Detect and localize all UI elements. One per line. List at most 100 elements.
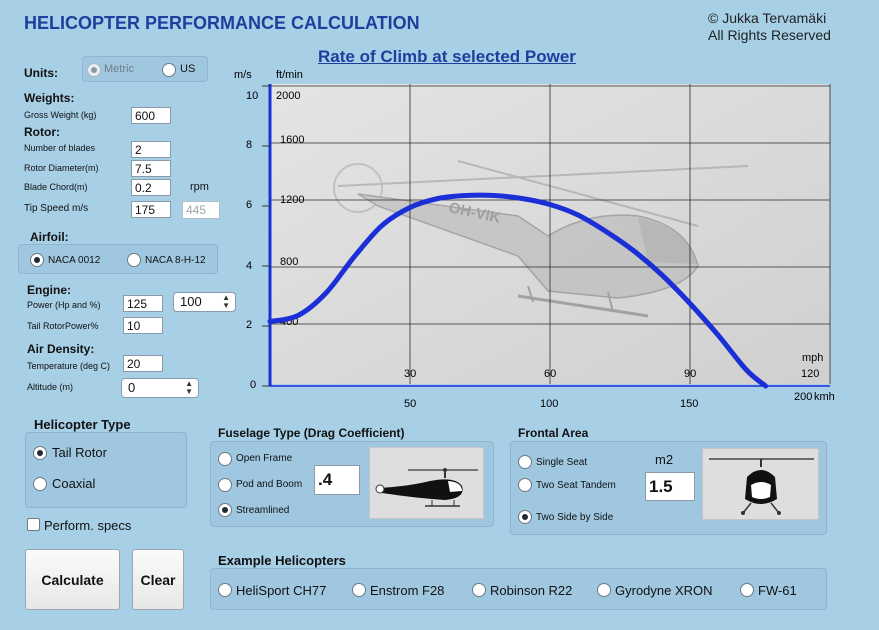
x-tick-kmh-100: 100 (540, 398, 558, 410)
frontal-two-seat-tandem-radio[interactable] (518, 478, 532, 492)
frontal-area-unit: m2 (655, 452, 674, 467)
frontal-two-side-by-side-radio[interactable] (518, 510, 532, 524)
x-tick-mph-30: 30 (404, 368, 416, 380)
select-updown-icon: ▲ ▼ (185, 379, 193, 396)
altitude-label: Altitude (m) (27, 382, 74, 392)
blades-field[interactable]: 2 (131, 141, 171, 158)
y-tick-ms-2: 2 (246, 319, 252, 331)
y-tick-ms-8: 8 (246, 139, 252, 151)
drag-coefficient-field[interactable]: .4 (314, 465, 360, 495)
heli-type-coaxial-radio[interactable] (33, 477, 47, 491)
copyright: © Jukka Tervamäki All Rights Reserved (708, 10, 831, 44)
perform-specs-checkbox[interactable] (27, 518, 40, 531)
gross-weight-field[interactable]: 600 (131, 107, 171, 124)
fuselage-image (369, 447, 484, 519)
example-fw61-radio[interactable] (740, 583, 754, 597)
power-percent-value: 100 (180, 294, 202, 309)
app-title: HELICOPTER PERFORMANCE CALCULATION (24, 13, 420, 33)
x-tick-mph-60: 60 (544, 368, 556, 380)
rpm-label: rpm (190, 181, 209, 193)
copyright-line1: © Jukka Tervamäki (708, 10, 827, 26)
select-updown-icon: ▲ ▼ (222, 293, 230, 310)
x-unit-kmh: kmh (814, 391, 835, 403)
fuselage-streamlined-label: Streamlined (236, 505, 290, 516)
airfoil-naca0012-radio[interactable] (30, 253, 44, 267)
tail-rotor-power-field[interactable]: 10 (123, 317, 163, 334)
heli-type-coaxial-label: Coaxial (52, 476, 96, 491)
units-group (82, 56, 208, 82)
gross-weight-label: Gross Weight (kg) (24, 110, 97, 120)
rotor-heading: Rotor: (24, 125, 60, 139)
frontal-two-side-by-side-label: Two Side by Side (536, 512, 614, 523)
tip-speed-label: Tip Speed m/s (24, 203, 89, 214)
y-tick-ms-10: 10 (246, 90, 258, 102)
x-tick-mph-90: 90 (684, 368, 696, 380)
x-tick-kmh-150: 150 (680, 398, 698, 410)
front-view-helicopter-icon (709, 458, 814, 515)
airfoil-naca8h12-radio[interactable] (127, 253, 141, 267)
power-percent-select[interactable]: 100 ▲ ▼ (173, 292, 236, 312)
x-tick-kmh-50: 50 (404, 398, 416, 410)
frontal-single-seat-radio[interactable] (518, 455, 532, 469)
example-robinson-r22-radio[interactable] (472, 583, 486, 597)
examples-heading: Example Helicopters (218, 553, 346, 568)
fuselage-pod-boom-radio[interactable] (218, 478, 232, 492)
blade-chord-field[interactable]: 0.2 (131, 179, 171, 196)
rotor-diameter-label: Rotor Diameter(m) (24, 163, 99, 173)
air-density-heading: Air Density: (27, 342, 95, 356)
example-enstrom-f28-radio[interactable] (352, 583, 366, 597)
tail-rotor-power-label: Tail RotorPower% (27, 321, 99, 331)
engine-heading: Engine: (27, 283, 71, 297)
fuselage-heading: Fuselage Type (Drag Coefficient) (218, 426, 405, 440)
airfoil-heading: Airfoil: (30, 230, 69, 244)
airfoil-naca0012-label: NACA 0012 (48, 255, 101, 266)
units-metric-radio[interactable] (87, 63, 101, 77)
x-unit-mph: mph (802, 352, 823, 364)
altitude-value: 0 (128, 380, 136, 395)
example-gyrodyne-xron-radio[interactable] (597, 583, 611, 597)
weights-heading: Weights: (24, 91, 75, 105)
units-label: Units: (24, 66, 58, 80)
frontal-area-heading: Frontal Area (518, 426, 589, 440)
example-helisport-ch77-radio[interactable] (218, 583, 232, 597)
copyright-line2: All Rights Reserved (708, 27, 831, 43)
rate-of-climb-chart: OH-VIK m/s ft/min mph kmh 10 8 6 4 2 0 2… (234, 69, 835, 410)
example-helisport-ch77-label: HeliSport CH77 (236, 583, 327, 598)
airfoil-group (18, 244, 218, 274)
heli-type-tail-rotor-radio[interactable] (33, 446, 47, 460)
x-tick-kmh-200: 200 (794, 391, 812, 403)
perform-specs-label: Perform. specs (44, 518, 132, 533)
frontal-single-seat-label: Single Seat (536, 457, 588, 468)
blades-label: Number of blades (24, 143, 96, 153)
examples-group (210, 568, 827, 610)
example-robinson-r22-label: Robinson R22 (490, 583, 573, 598)
units-metric-label: Metric (104, 63, 134, 75)
fuselage-pod-boom-label: Pod and Boom (236, 479, 303, 490)
heli-type-tail-rotor-label: Tail Rotor (52, 445, 107, 460)
frontal-two-seat-tandem-label: Two Seat Tandem (536, 480, 616, 491)
power-label: Power (Hp and %) (27, 300, 101, 310)
y-tick-ms-6: 6 (246, 199, 252, 211)
y-unit-left: m/s (234, 69, 252, 81)
airfoil-naca8h12-label: NACA 8-H-12 (145, 255, 206, 266)
rate-of-climb-line (267, 192, 769, 389)
units-us-label: US (180, 63, 196, 75)
calculate-button[interactable]: Calculate (25, 549, 120, 610)
units-us-radio[interactable] (162, 63, 176, 77)
example-gyrodyne-xron-label: Gyrodyne XRON (615, 583, 713, 598)
rotor-diameter-field[interactable]: 7.5 (131, 160, 171, 177)
example-enstrom-f28-label: Enstrom F28 (370, 583, 445, 598)
frontal-area-field[interactable]: 1.5 (645, 472, 695, 501)
example-fw61-label: FW-61 (758, 583, 797, 598)
tip-speed-field[interactable]: 175 (131, 201, 171, 218)
fuselage-open-frame-radio[interactable] (218, 452, 232, 466)
temperature-field[interactable]: 20 (123, 355, 163, 372)
altitude-select[interactable]: 0 ▲ ▼ (121, 378, 199, 398)
y-tick-ft-800: 800 (280, 256, 298, 268)
temperature-label: Temperature (deg C) (27, 361, 111, 371)
fuselage-streamlined-radio[interactable] (218, 503, 232, 517)
power-field[interactable]: 125 (123, 295, 163, 312)
chart-title: Rate of Climb at selected Power (318, 47, 576, 66)
y-unit-right: ft/min (276, 69, 303, 81)
clear-button[interactable]: Clear (132, 549, 184, 610)
